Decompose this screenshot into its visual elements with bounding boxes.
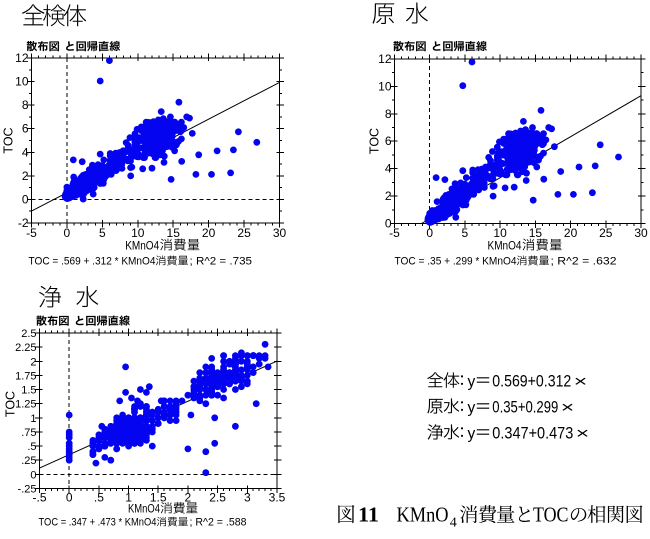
svg-text:TOC = .347 + .473 * KMnO4: TOC = .347 + .473 * KMnO4	[39, 517, 157, 529]
svg-text:0: 0	[426, 226, 433, 240]
svg-text:×: ×	[574, 374, 588, 391]
svg-text:10: 10	[493, 226, 507, 240]
svg-text:10: 10	[131, 226, 145, 240]
svg-text:0: 0	[64, 226, 71, 240]
svg-text:1: 1	[30, 413, 36, 425]
svg-text:.5: .5	[27, 441, 36, 453]
svg-text:-5: -5	[26, 226, 37, 240]
svg-text:20: 20	[202, 226, 216, 240]
svg-text:TOC = .35 + .299 * KMnO4: TOC = .35 + .299 * KMnO4	[395, 256, 517, 268]
svg-text:12: 12	[378, 52, 392, 66]
svg-text:.5: .5	[94, 491, 104, 505]
svg-text:1.5: 1.5	[150, 491, 167, 505]
svg-text:1.5: 1.5	[21, 385, 36, 397]
svg-text:0.569+0.312: 0.569+0.312	[492, 373, 571, 391]
svg-text:; R^2 = .632: ; R^2 = .632	[551, 256, 617, 268]
svg-text:KMnO4: KMnO4	[125, 239, 159, 253]
svg-text:2.5: 2.5	[209, 491, 226, 505]
svg-text:; R^2 = .588: ; R^2 = .588	[190, 517, 247, 529]
svg-text:4: 4	[385, 162, 392, 176]
svg-text:1.25: 1.25	[15, 399, 36, 411]
svg-text:TOC: TOC	[368, 128, 382, 154]
svg-text:3.5: 3.5	[269, 491, 286, 505]
svg-text:25: 25	[237, 226, 251, 240]
svg-text:-.25: -.25	[18, 484, 37, 496]
svg-text:0.35+0.299: 0.35+0.299	[492, 399, 558, 417]
svg-text:0: 0	[30, 469, 36, 481]
svg-text:0: 0	[22, 192, 29, 206]
svg-text:15: 15	[167, 226, 181, 240]
svg-text:1: 1	[125, 491, 132, 505]
svg-text:; R^2 = .735: ; R^2 = .735	[190, 256, 253, 268]
svg-text:2: 2	[385, 189, 392, 203]
svg-text:8: 8	[22, 98, 29, 112]
svg-text:12: 12	[15, 51, 29, 65]
svg-text:×: ×	[576, 426, 590, 443]
svg-text:y: y	[468, 400, 476, 417]
svg-text:25: 25	[599, 226, 613, 240]
svg-text:y: y	[468, 426, 476, 443]
svg-text:-.5: -.5	[32, 491, 46, 505]
svg-text:TOC = .569 + .312 * KMnO4: TOC = .569 + .312 * KMnO4	[29, 256, 156, 268]
svg-text:11: 11	[358, 503, 379, 527]
svg-text:×: ×	[561, 400, 575, 417]
svg-text:TOC: TOC	[2, 127, 16, 153]
svg-text:4: 4	[22, 145, 29, 159]
svg-text:.25: .25	[21, 455, 36, 467]
svg-text:2: 2	[22, 169, 29, 183]
svg-text:-2: -2	[18, 216, 29, 230]
svg-text:KMnO4: KMnO4	[488, 239, 522, 253]
svg-text:2: 2	[185, 491, 192, 505]
svg-text:10: 10	[15, 75, 29, 89]
svg-text:TOC: TOC	[533, 503, 569, 527]
svg-text:30: 30	[273, 226, 287, 240]
svg-text:8: 8	[385, 107, 392, 121]
svg-text:KMnO4: KMnO4	[128, 502, 160, 516]
svg-text:.75: .75	[21, 427, 36, 439]
svg-text:15: 15	[529, 226, 543, 240]
svg-text:6: 6	[22, 122, 29, 136]
svg-text:3: 3	[244, 491, 251, 505]
svg-text:2.25: 2.25	[15, 342, 36, 354]
svg-text:1.75: 1.75	[15, 370, 36, 382]
svg-text:0: 0	[66, 491, 73, 505]
svg-text:6: 6	[385, 134, 392, 148]
svg-text:4: 4	[450, 516, 457, 531]
svg-text:KMnO: KMnO	[397, 503, 449, 527]
svg-text:5: 5	[462, 226, 469, 240]
svg-text:2: 2	[30, 356, 36, 368]
svg-text:0: 0	[385, 217, 392, 231]
svg-text:y: y	[468, 374, 476, 391]
svg-text:TOC: TOC	[4, 391, 18, 417]
svg-text:5: 5	[99, 226, 106, 240]
svg-text:2.5: 2.5	[21, 328, 36, 340]
svg-text:20: 20	[564, 226, 578, 240]
svg-text:10: 10	[378, 79, 392, 93]
svg-text:-5: -5	[389, 226, 400, 240]
svg-text:30: 30	[634, 226, 648, 240]
svg-text:0.347+0.473: 0.347+0.473	[492, 425, 573, 443]
